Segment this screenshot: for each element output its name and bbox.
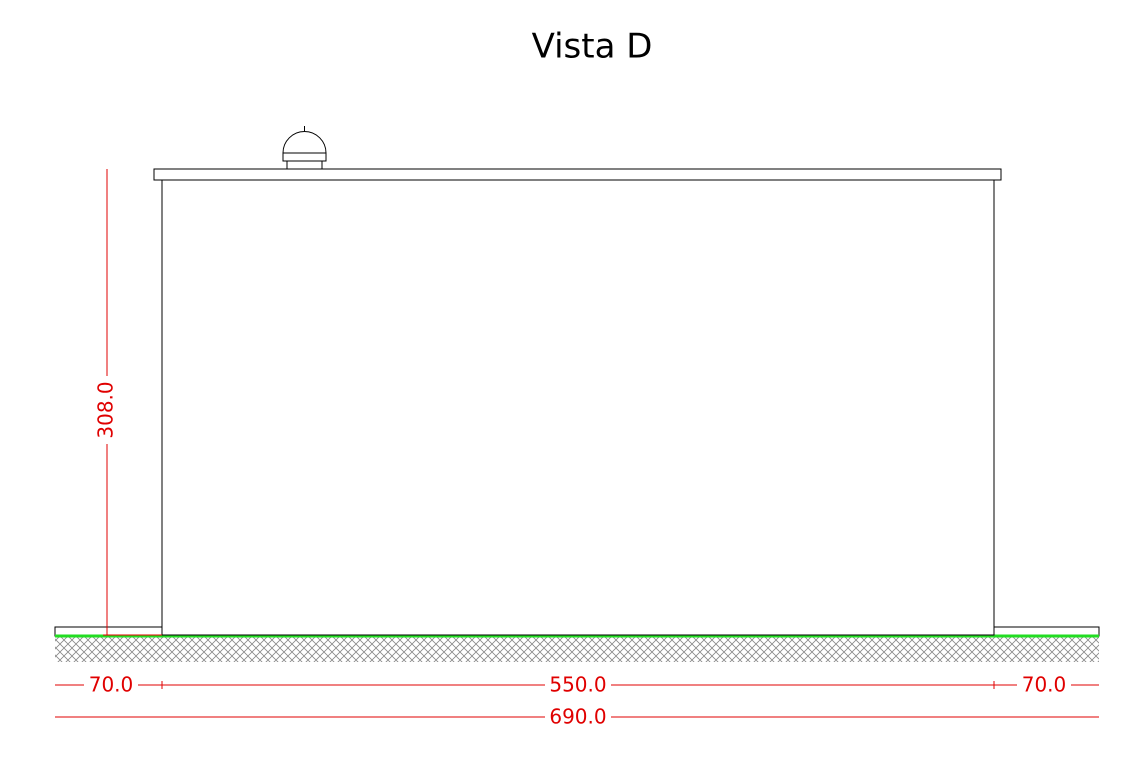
label-bg [84, 674, 138, 696]
dome-base [282, 152, 327, 162]
ground-hatch [55, 637, 1099, 662]
dim-label: 70.0 [89, 673, 134, 697]
tank-lid [153, 168, 1002, 181]
dim-label: 550.0 [549, 673, 606, 697]
label-bg [545, 674, 611, 696]
title: Vista D [532, 27, 653, 67]
dim-label: 70.0 [1022, 673, 1067, 697]
label-bg [1017, 674, 1071, 696]
dim-label: 690.0 [549, 705, 606, 729]
label-bg [96, 376, 118, 444]
dome-neck [286, 160, 323, 170]
tank-body [161, 179, 995, 636]
dome [282, 131, 327, 154]
label-bg [545, 706, 611, 728]
dim-label: 308.0 [94, 381, 118, 438]
